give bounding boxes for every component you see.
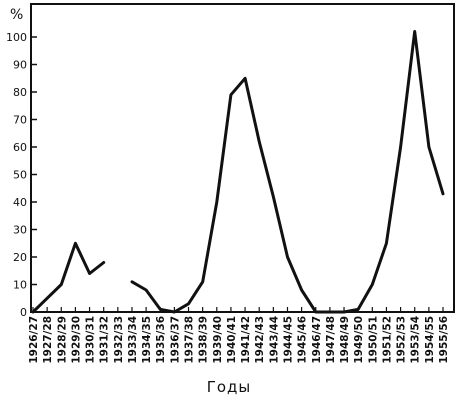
x-tick-label: 1931/32 (99, 316, 111, 364)
x-tick-label: 1940/41 (226, 316, 238, 364)
x-tick-label: 1948/49 (339, 316, 351, 364)
y-tick-label: 80 (13, 86, 27, 99)
x-axis-title: Годы (207, 378, 252, 396)
y-tick-label: 40 (13, 196, 27, 209)
y-tick-label: 20 (13, 251, 27, 264)
y-tick-label: 10 (13, 279, 27, 292)
series-line (31, 30, 445, 314)
series-line-segment-2 (130, 30, 445, 314)
x-tick-label: 1934/35 (141, 316, 153, 364)
x-tick-label: 1941/42 (240, 316, 252, 364)
plot-border (30, 3, 455, 313)
x-tick-label: 1946/47 (311, 316, 323, 364)
x-tick-label: 1953/54 (410, 316, 422, 364)
y-tick-label: 50 (13, 169, 27, 182)
y-tick-label: 100 (6, 31, 27, 44)
x-tick-label: 1955/56 (438, 316, 450, 364)
x-tick-label: 1944/45 (282, 316, 294, 364)
x-tick-label: 1939/40 (212, 316, 224, 364)
y-axis-ticks: 0 10 20 30 40 50 60 70 80 90 100 (6, 31, 37, 319)
x-tick-label: 1937/38 (184, 316, 196, 364)
x-tick-label: 1936/37 (169, 316, 181, 364)
y-tick-label: 30 (13, 224, 27, 237)
chart-frame (30, 3, 455, 313)
y-tick-label: 60 (13, 141, 27, 154)
x-tick-label: 1928/29 (56, 316, 68, 364)
x-tick-label: 1947/48 (325, 316, 337, 364)
x-tick-label: 1942/43 (254, 316, 266, 364)
x-tick-label: 1949/50 (353, 316, 365, 364)
series-line-segment-1 (31, 241, 106, 314)
x-tick-label: 1930/31 (85, 316, 97, 364)
x-tick-label: 1950/51 (367, 316, 379, 364)
x-axis-ticks: 1926/27 1927/28 1928/29 1929/30 1930/31 1931/… (28, 307, 450, 364)
x-tick-label: 1926/27 (28, 316, 40, 364)
x-tick-label: 1945/46 (297, 316, 309, 364)
x-tick-label: 1952/53 (396, 316, 408, 364)
y-axis-unit-label: % (10, 7, 23, 23)
y-tick-label: 70 (13, 114, 27, 127)
x-tick-label: 1938/39 (198, 316, 210, 364)
x-tick-label: 1951/52 (381, 316, 393, 364)
x-tick-label: 1935/36 (155, 316, 167, 364)
x-tick-label: 1943/44 (268, 316, 280, 364)
x-tick-label: 1932/33 (113, 316, 125, 364)
x-tick-label: 1929/30 (70, 316, 82, 364)
x-tick-label: 1933/34 (127, 316, 139, 364)
x-tick-label: 1927/28 (42, 316, 54, 364)
y-tick-label: 90 (13, 59, 27, 72)
y-tick-label: 0 (20, 306, 27, 319)
x-tick-label: 1954/55 (424, 316, 436, 364)
